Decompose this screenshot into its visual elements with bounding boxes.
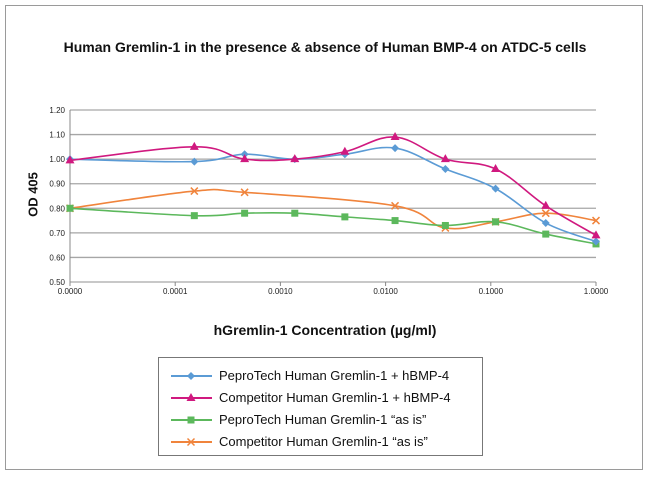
x-tick-label: 0.0100 — [373, 287, 398, 296]
y-tick-label: 1.20 — [49, 106, 65, 115]
data-point — [541, 209, 550, 218]
legend-swatch — [171, 437, 212, 447]
data-point — [591, 230, 601, 239]
data-point — [441, 164, 450, 173]
data-point — [491, 163, 501, 172]
data-point — [592, 237, 600, 246]
y-tick-label: 1.10 — [49, 131, 65, 140]
data-point — [189, 141, 199, 150]
series-line — [69, 188, 597, 230]
data-point — [441, 221, 449, 229]
legend-swatch — [171, 393, 212, 401]
data-point — [541, 200, 551, 209]
y-tick-label: 0.80 — [49, 204, 65, 213]
legend-item: Competitor Human Gremlin-1 “as is” — [159, 431, 479, 453]
data-point — [190, 157, 199, 166]
data-point — [542, 230, 550, 238]
series-line — [69, 146, 597, 243]
data-point — [190, 212, 198, 220]
series-line — [69, 136, 597, 237]
legend-label: Competitor Human Gremlin-1 + hBMP-4 — [219, 390, 451, 405]
x-tick-label: 1.0000 — [584, 287, 609, 296]
legend-item: PeproTech Human Gremlin-1 “as is” — [159, 409, 479, 431]
legend-label: PeproTech Human Gremlin-1 + hBMP-4 — [219, 368, 450, 383]
legend: PeproTech Human Gremlin-1 + hBMP-4 Compet… — [158, 357, 483, 456]
x-tick-label: 0.0000 — [58, 287, 83, 296]
data-point — [190, 187, 199, 196]
legend-marker — [186, 393, 196, 401]
data-point — [291, 209, 299, 217]
data-point — [290, 154, 300, 163]
chart-title: Human Gremlin-1 in the presence & absenc… — [63, 39, 587, 55]
y-tick-label: 1.00 — [49, 155, 65, 164]
y-tick-label: 0.70 — [49, 229, 65, 238]
data-point — [440, 154, 450, 163]
legend-marker — [186, 437, 196, 447]
x-tick-label: 0.0010 — [268, 287, 293, 296]
series-line — [69, 207, 597, 245]
legend-item: Competitor Human Gremlin-1 + hBMP-4 — [159, 387, 479, 409]
data-point — [391, 144, 400, 153]
data-point — [341, 213, 349, 221]
x-axis-label: hGremlin-1 Concentration (µg/ml) — [213, 322, 437, 338]
data-point — [240, 154, 250, 163]
data-point — [66, 204, 74, 212]
y-tick-label: 0.50 — [49, 278, 65, 287]
legend-item: PeproTech Human Gremlin-1 + hBMP-4 — [159, 365, 479, 387]
data-point — [390, 132, 400, 141]
legend-marker — [187, 372, 195, 380]
data-point — [391, 201, 400, 210]
data-point — [241, 209, 249, 217]
data-point — [541, 219, 550, 228]
data-point — [340, 146, 350, 155]
y-tick-label: 0.90 — [49, 180, 65, 189]
data-point — [491, 184, 500, 193]
data-point — [391, 217, 399, 225]
legend-marker — [187, 416, 195, 424]
legend-label: PeproTech Human Gremlin-1 “as is” — [219, 412, 427, 427]
y-tick-label: 0.60 — [49, 253, 65, 262]
data-point — [492, 218, 500, 226]
data-point — [591, 216, 601, 225]
data-point — [65, 155, 75, 164]
legend-swatch — [171, 372, 212, 380]
legend-swatch — [171, 416, 212, 424]
data-point — [240, 188, 249, 197]
x-tick-label: 0.0001 — [163, 287, 188, 296]
chart-frame — [5, 5, 643, 470]
x-tick-label: 0.1000 — [479, 287, 504, 296]
legend-label: Competitor Human Gremlin-1 “as is” — [219, 434, 428, 449]
